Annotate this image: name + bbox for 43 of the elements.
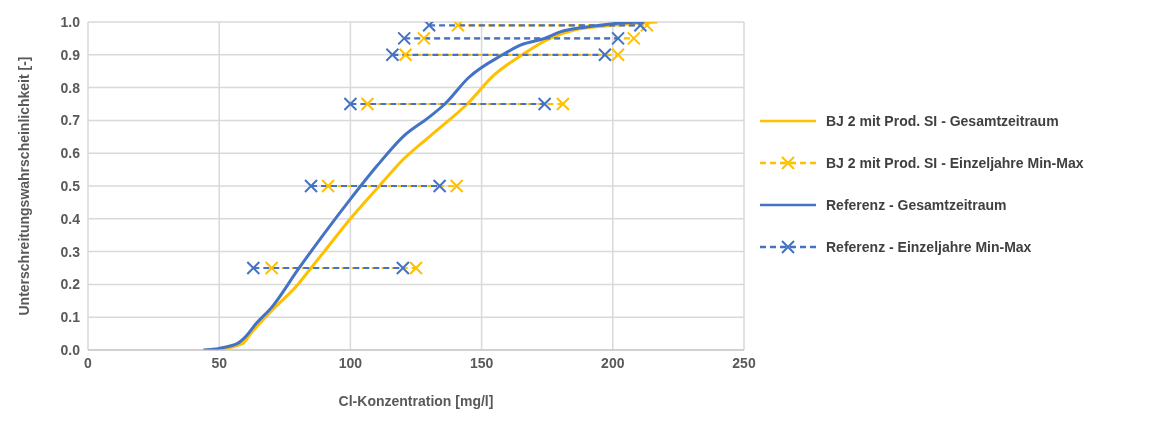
point [611,47,626,62]
y-tick-label: 0.2 [60,276,81,293]
x-tick-label: 100 [338,354,363,371]
point [360,97,375,111]
point [626,31,641,46]
x-tick-label: 250 [732,354,756,371]
y-tick-label: 0.6 [60,145,81,162]
y-tick-label: 0.8 [60,79,81,96]
y-tick-label: 0.0 [60,341,81,358]
y-tick-label: 0.1 [60,309,81,326]
point [449,179,464,193]
point [398,47,413,62]
x-axis-title: Cl-Konzentration [mg/l] [338,393,494,409]
point [385,47,400,62]
y-tick-label: 0.9 [60,46,81,63]
point [264,261,279,275]
point [555,97,570,111]
x-tick-label: 200 [601,354,625,371]
y-tick-label: 0.3 [60,243,81,260]
point [537,97,552,111]
legend-label: BJ 2 mit Prod. SI - Gesamtzeitraum [826,113,1059,129]
point [395,261,410,275]
y-tick-label: 0.7 [60,112,81,129]
point [597,47,612,62]
x-tick-label: 50 [211,354,228,371]
y-tick-label: 1.0 [60,13,81,30]
y-tick-label: 0.4 [60,210,81,227]
legend-label: BJ 2 mit Prod. SI - Einzeljahre Min-Max [826,155,1084,171]
point [321,179,336,193]
point [432,179,447,193]
point [343,97,358,111]
legend-label: Referenz - Gesamtzeitraum [826,197,1007,213]
x-tick-label: 150 [469,354,494,371]
y-axis-title: Unterschreitungswahrscheinlichkeit [-] [15,56,32,316]
legend-label: Referenz - Einzeljahre Min-Max [826,239,1032,255]
point [397,31,412,46]
x-tick-label: 0 [84,354,93,371]
point [246,261,261,275]
y-tick-label: 0.5 [60,177,81,194]
point [611,31,626,46]
point [409,261,423,275]
point [416,31,431,46]
point [304,179,319,193]
